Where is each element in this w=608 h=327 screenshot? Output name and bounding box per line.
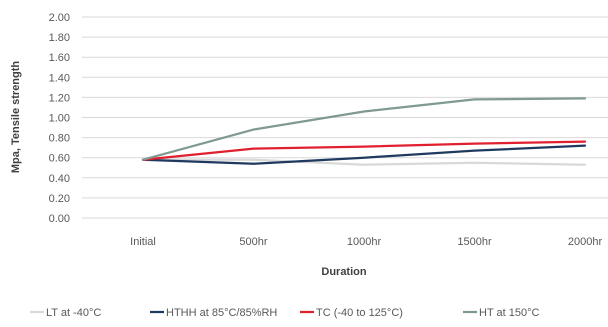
series-line: [141, 140, 587, 161]
x-axis-ticks: Initial 500hr 1000hr 1500hr 2000hr: [130, 236, 602, 248]
y-axis-title: Mpa, Tensile strength: [10, 61, 22, 174]
x-tick-label: 1500hr: [457, 236, 492, 248]
y-tick-label: 0.40: [49, 173, 70, 185]
y-tick-label: 1.80: [49, 32, 70, 44]
legend-item: TC (-40 to 125°C): [300, 307, 403, 319]
y-tick-label: 1.20: [49, 92, 70, 104]
series-line: [141, 97, 587, 161]
y-tick-label: 0.00: [49, 213, 70, 225]
series-line: [141, 158, 587, 166]
legend-item: HT at 150°C: [463, 307, 540, 319]
y-tick-label: 0.20: [49, 193, 70, 205]
y-tick-label: 2.00: [49, 12, 70, 24]
series-lines: [141, 97, 587, 166]
y-axis-ticks: 0.00 0.20 0.40 0.60 0.80 1.00 1.20 1.40 1.60 1.80…: [49, 12, 70, 225]
x-axis-title: Duration: [321, 266, 367, 278]
legend-label: LT at -40°C: [46, 307, 101, 319]
y-tick-label: 1.00: [49, 113, 70, 125]
legend-item: LT at -40°C: [30, 307, 101, 319]
x-tick-label: 1000hr: [347, 236, 382, 248]
x-tick-label: 2000hr: [568, 236, 603, 248]
y-tick-label: 1.60: [49, 52, 70, 64]
series-line: [141, 144, 587, 165]
legend-label: HT at 150°C: [479, 307, 540, 319]
y-tick-label: 0.80: [49, 133, 70, 145]
legend-item: HTHH at 85°C/85%RH: [150, 307, 277, 319]
legend: LT at -40°C HTHH at 85°C/85%RH TC (-40 to …: [30, 307, 540, 319]
y-tick-label: 0.60: [49, 153, 70, 165]
gridlines: [82, 16, 608, 219]
x-tick-label: 500hr: [239, 236, 267, 248]
legend-label: HTHH at 85°C/85%RH: [166, 307, 277, 319]
x-tick-label: Initial: [130, 236, 156, 248]
legend-label: TC (-40 to 125°C): [316, 307, 403, 319]
y-tick-label: 1.40: [49, 72, 70, 84]
